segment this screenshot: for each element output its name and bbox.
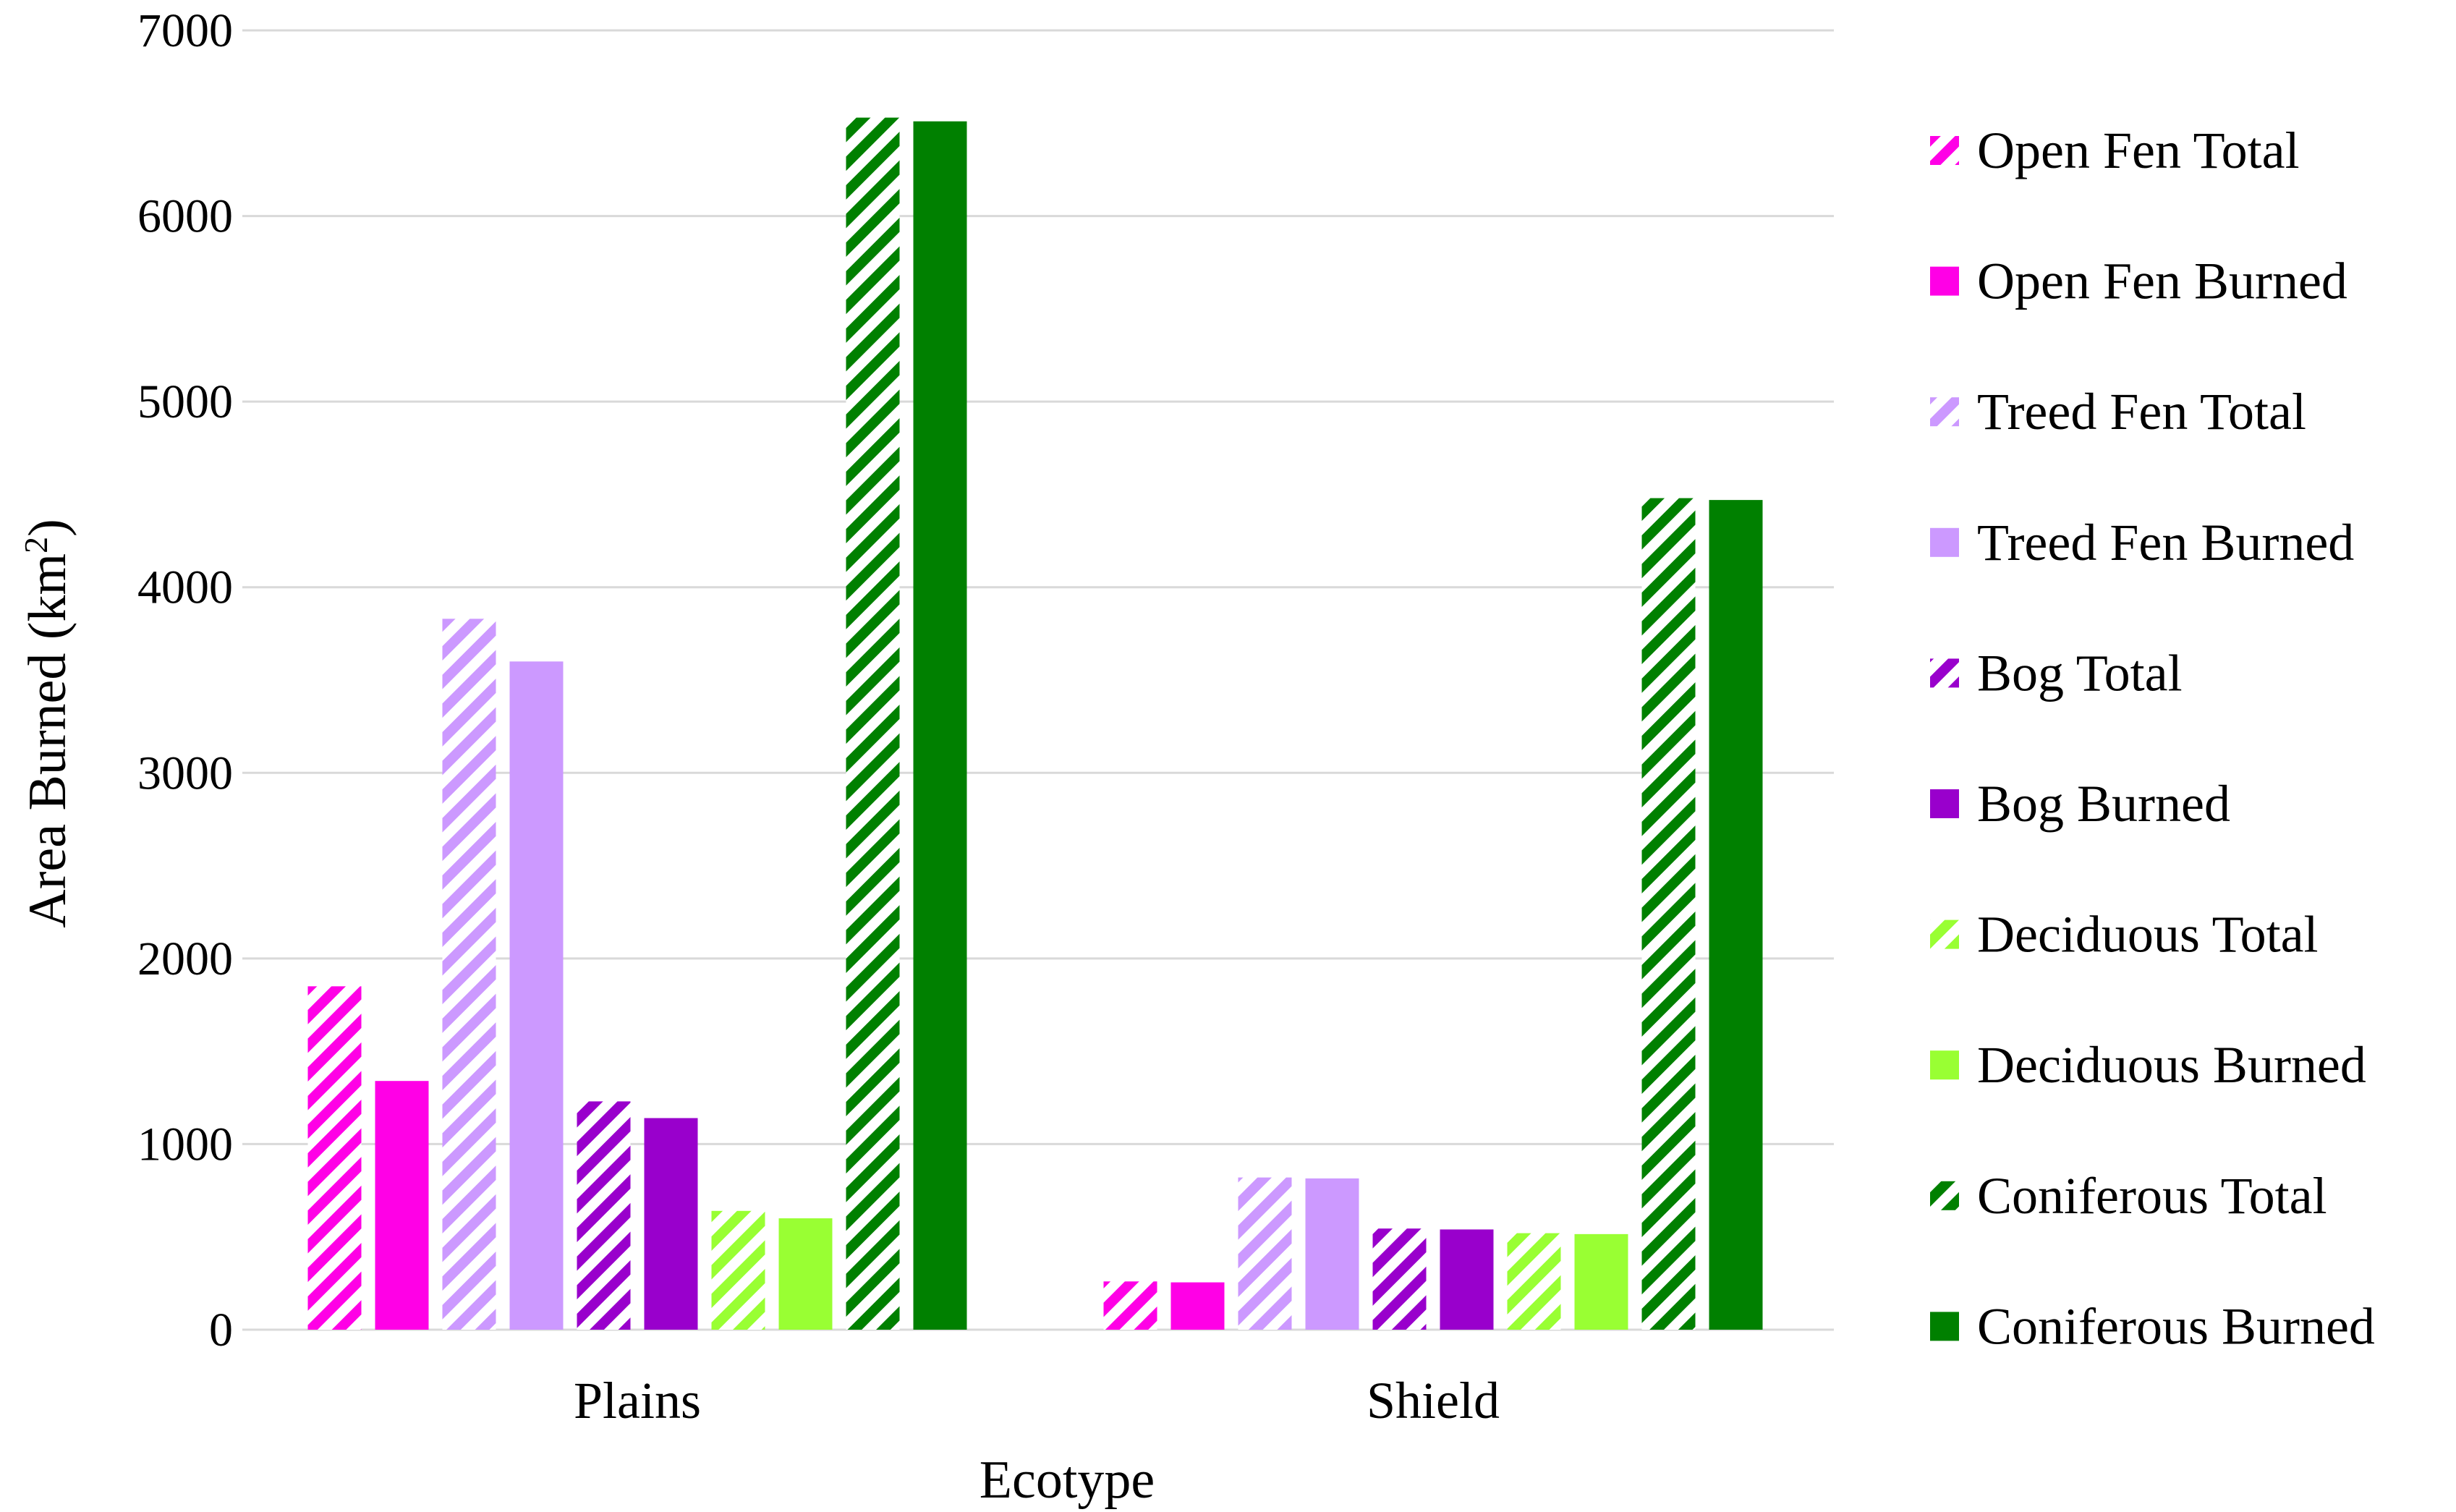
legend-swatch	[1930, 919, 1959, 949]
y-axis-title-main: Area Burned (km	[18, 553, 77, 928]
bar-plains-bog-burned	[644, 1118, 698, 1330]
x-category-label: Shield	[1367, 1372, 1500, 1430]
bar-shield-treed-fen-burned	[1305, 1178, 1359, 1330]
legend-swatch	[1930, 527, 1959, 557]
x-axis-title: Ecotype	[980, 1451, 1155, 1510]
x-axis-categories: Plains Shield	[574, 1372, 1500, 1430]
gridlines	[242, 29, 1834, 1145]
bar-plains-open-fen-total	[307, 986, 362, 1330]
legend-item-treed-fen-burned: Treed Fen Burned	[1930, 514, 2354, 572]
y-tick-label: 6000	[137, 190, 233, 243]
legend-swatch	[1930, 789, 1959, 818]
legend-item-open-fen-total: Open Fen Total	[1930, 122, 2300, 179]
legend-item-bog-total: Bog Total	[1930, 644, 2183, 702]
y-tick-label: 4000	[137, 561, 233, 614]
bar-shield-coniferous-total	[1641, 498, 1696, 1330]
legend-label: Open Fen Burned	[1977, 252, 2347, 310]
legend-swatch	[1930, 1050, 1959, 1080]
legend-label: Deciduous Total	[1977, 906, 2319, 964]
y-tick-label: 3000	[137, 747, 233, 799]
legend-item-coniferous-total: Coniferous Total	[1930, 1167, 2327, 1225]
legend-label: Deciduous Burned	[1977, 1036, 2366, 1094]
y-tick-label: 1000	[137, 1118, 233, 1171]
legend-item-deciduous-burned: Deciduous Burned	[1930, 1036, 2366, 1094]
bar-shield-deciduous-burned	[1574, 1233, 1628, 1330]
bar-plains-treed-fen-burned	[509, 661, 564, 1330]
bar-shield-open-fen-total	[1103, 1281, 1157, 1330]
bar-plains-open-fen-burned	[375, 1081, 429, 1330]
bar-shield-bog-burned	[1440, 1229, 1494, 1330]
legend-label: Coniferous Burned	[1977, 1297, 2375, 1355]
y-axis-title-close: )	[18, 519, 77, 537]
legend-item-deciduous-total: Deciduous Total	[1930, 906, 2319, 964]
bar-plains-deciduous-total	[711, 1210, 765, 1330]
bar-shield-coniferous-burned	[1709, 500, 1763, 1330]
legend-item-coniferous-burned: Coniferous Burned	[1930, 1297, 2375, 1355]
bar-plains-coniferous-total	[846, 117, 900, 1330]
legend-label: Treed Fen Total	[1977, 383, 2306, 441]
y-axis-title: Area Burned (km2)	[17, 519, 78, 927]
legend-item-bog-burned: Bog Burned	[1930, 775, 2230, 833]
legend-label: Treed Fen Burned	[1977, 514, 2354, 572]
legend-item-treed-fen-total: Treed Fen Total	[1930, 383, 2306, 441]
bar-plains-bog-total	[577, 1101, 631, 1330]
legend-label: Bog Total	[1977, 644, 2183, 702]
bar-plains-deciduous-burned	[778, 1218, 833, 1330]
bar-shield-treed-fen-total	[1238, 1177, 1292, 1330]
legend-label: Bog Burned	[1977, 775, 2230, 833]
y-axis-title-superscript: 2	[17, 537, 54, 553]
legend-swatch	[1930, 1312, 1959, 1341]
y-tick-label: 0	[209, 1304, 233, 1356]
bar-plains-coniferous-burned	[913, 121, 967, 1330]
y-axis-ticks: 0 1000 2000 3000 4000 5000 6000 7000	[137, 4, 233, 1356]
legend-swatch	[1930, 1181, 1959, 1210]
legend-swatch	[1930, 658, 1959, 688]
bar-shield-deciduous-total	[1507, 1233, 1561, 1330]
legend-label: Open Fen Total	[1977, 122, 2300, 179]
bars	[307, 117, 1763, 1330]
bar-shield-open-fen-burned	[1170, 1282, 1225, 1330]
y-tick-label: 5000	[137, 375, 233, 428]
y-tick-label: 2000	[137, 933, 233, 985]
legend-swatch	[1930, 266, 1959, 296]
legend-item-open-fen-burned: Open Fen Burned	[1930, 252, 2347, 310]
bar-shield-bog-total	[1372, 1228, 1427, 1330]
legend-label: Coniferous Total	[1977, 1167, 2327, 1225]
x-category-label: Plains	[574, 1372, 701, 1430]
legend-swatch	[1930, 397, 1959, 427]
y-tick-label: 7000	[137, 4, 233, 57]
legend: Open Fen Total Open Fen Burned Treed Fen T…	[1930, 122, 2375, 1355]
bar-plains-treed-fen-total	[442, 619, 496, 1330]
legend-swatch	[1930, 136, 1959, 165]
